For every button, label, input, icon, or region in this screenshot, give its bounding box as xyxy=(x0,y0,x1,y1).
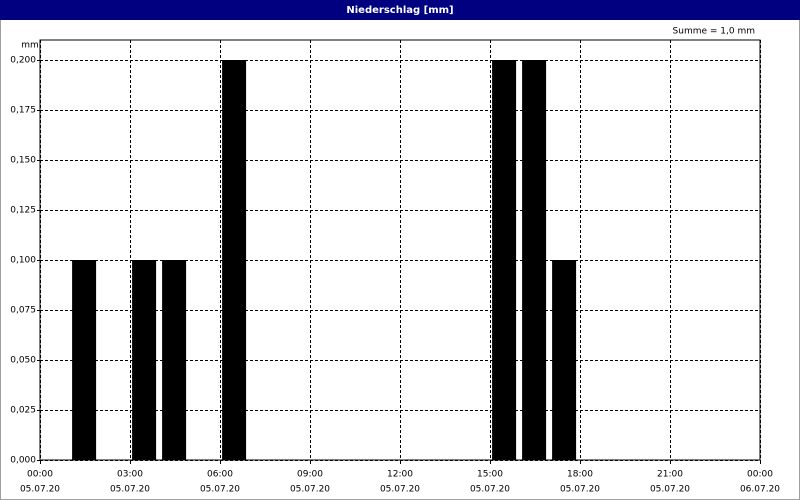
x-tick-date: 06.07.20 xyxy=(740,485,780,495)
x-tick-label: 00:00 xyxy=(27,470,53,480)
y-tick-label: 0,200 xyxy=(10,56,36,66)
y-tick-label: 0,150 xyxy=(10,156,36,166)
y-tick-label: 0,000 xyxy=(10,456,36,466)
y-unit: mm xyxy=(21,41,39,51)
x-tick-date: 05.07.20 xyxy=(290,485,330,495)
bar xyxy=(72,260,97,460)
x-tick-date: 05.07.20 xyxy=(110,485,150,495)
y-tick-label: 0,100 xyxy=(10,256,36,266)
y-tick-label: 0,175 xyxy=(10,106,36,116)
x-tick-label: 21:00 xyxy=(657,470,683,480)
y-tick-label: 0,075 xyxy=(10,306,36,316)
x-tick-date: 05.07.20 xyxy=(380,485,420,495)
title-bar xyxy=(0,0,800,20)
annotation: Summe = 1,0 mm xyxy=(673,27,755,37)
bar xyxy=(552,260,577,460)
x-tick-label: 18:00 xyxy=(567,470,593,480)
x-tick-label: 12:00 xyxy=(387,470,413,480)
bar xyxy=(162,260,187,460)
x-tick-date: 05.07.20 xyxy=(560,485,600,495)
x-tick-date: 05.07.20 xyxy=(20,485,60,495)
x-tick-label: 15:00 xyxy=(477,470,503,480)
y-tick-label: 0,050 xyxy=(10,356,36,366)
x-tick-label: 09:00 xyxy=(297,470,323,480)
x-tick-date: 05.07.20 xyxy=(200,485,240,495)
bar xyxy=(522,60,547,460)
chart-title: Niederschlag [mm] xyxy=(346,5,453,16)
x-tick-label: 00:00 xyxy=(747,470,773,480)
x-tick-label: 03:00 xyxy=(117,470,143,480)
bar xyxy=(492,60,517,460)
x-tick-label: 06:00 xyxy=(207,470,233,480)
x-tick-date: 05.07.20 xyxy=(650,485,690,495)
bar xyxy=(222,60,247,460)
x-tick-date: 05.07.20 xyxy=(470,485,510,495)
y-tick-label: 0,125 xyxy=(10,206,36,216)
y-tick-label: 0,025 xyxy=(10,406,36,416)
bar xyxy=(132,260,157,460)
